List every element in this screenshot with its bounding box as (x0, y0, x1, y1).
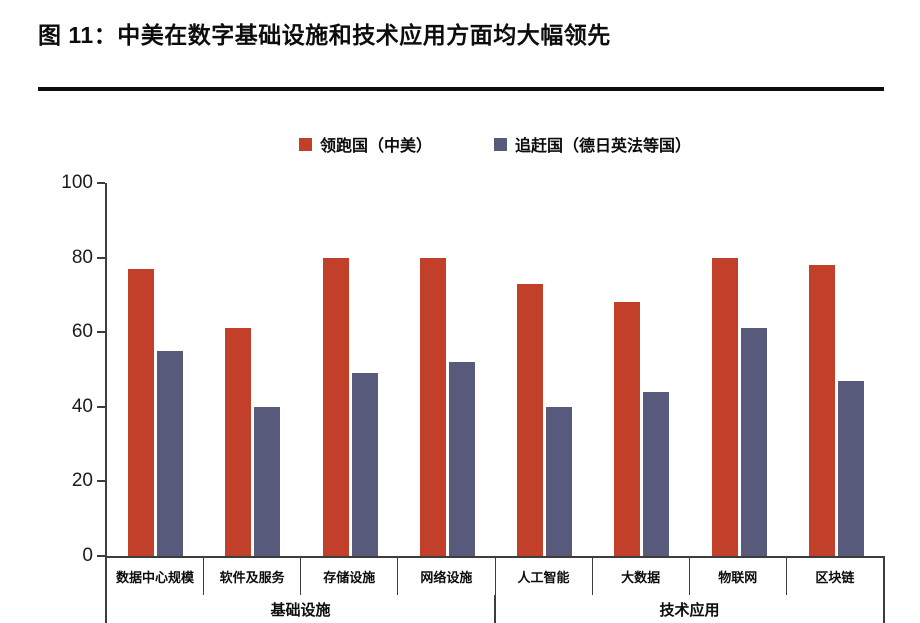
legend-item-1: 追赶国（德日英法等国） (494, 132, 691, 156)
group-axis-row: 基础设施 技术应用 (105, 595, 885, 623)
bar-group (302, 183, 399, 556)
bar-series-1 (351, 373, 378, 556)
category-label: 数据中心规模 (107, 558, 205, 595)
bar-group (593, 183, 690, 556)
bar-series-1 (157, 350, 184, 556)
category-label: 物联网 (690, 558, 787, 595)
y-tick-label: 60 (71, 321, 93, 343)
y-tick-mark (97, 480, 105, 483)
y-tick-mark (97, 331, 105, 334)
category-label: 网络设施 (398, 558, 496, 595)
y-tick-label: 80 (71, 246, 93, 268)
category-axis-row: 数据中心规模 软件及服务 存储设施 网络设施 人工智能 大数据 物联网 区块链 (105, 558, 885, 595)
category-group-label: 技术应用 (659, 601, 720, 619)
bar-group (496, 183, 593, 556)
category-label: 大数据 (593, 558, 690, 595)
bar-group (691, 183, 788, 556)
bar-series-0 (322, 257, 349, 556)
bar-series-1 (740, 328, 767, 556)
y-tick-label: 0 (82, 545, 93, 566)
bar-group (399, 183, 496, 556)
category-label: 人工智能 (496, 558, 593, 595)
title-divider (38, 87, 884, 91)
bar-groups (107, 183, 885, 556)
bar-series-0 (808, 265, 835, 556)
bar-group (107, 183, 204, 556)
plot-area: 0 20 40 60 80 100 (61, 172, 885, 566)
y-tick-mark (97, 555, 105, 557)
y-tick-label: 40 (71, 395, 93, 417)
bar-series-1 (837, 380, 864, 556)
bar-series-0 (225, 328, 252, 556)
y-tick-mark (97, 256, 105, 259)
bar-series-0 (128, 268, 155, 556)
legend-swatch-icon (494, 137, 507, 151)
bar-series-0 (517, 283, 544, 556)
category-label: 软件及服务 (204, 558, 302, 595)
bar-series-0 (614, 302, 641, 556)
legend-swatch-icon (298, 137, 312, 151)
bar-group (204, 183, 301, 556)
bar-series-1 (254, 406, 281, 556)
page-title: 图 11：中美在数字基础设施和技术应用方面均大幅领先 (38, 22, 611, 48)
y-tick-label: 20 (71, 470, 93, 492)
bar-group (788, 183, 885, 556)
category-group-label: 基础设施 (107, 595, 496, 623)
bar-series-0 (419, 257, 446, 556)
bar-series-0 (711, 257, 738, 556)
y-tick-mark (97, 405, 105, 408)
y-tick-label: 100 (61, 172, 93, 193)
category-label: 存储设施 (301, 558, 399, 595)
category-label: 区块链 (815, 570, 855, 585)
bar-series-1 (448, 362, 475, 556)
bar-series-1 (643, 391, 670, 556)
bar-series-1 (546, 406, 573, 556)
legend: 领跑国（中美） 追赶国（德日英法等国） (105, 132, 885, 156)
legend-label: 追赶国（德日英法等国） (515, 138, 692, 155)
y-tick-mark (97, 182, 105, 184)
legend-item-0: 领跑国（中美） (298, 132, 432, 156)
legend-label: 领跑国（中美） (319, 138, 432, 155)
